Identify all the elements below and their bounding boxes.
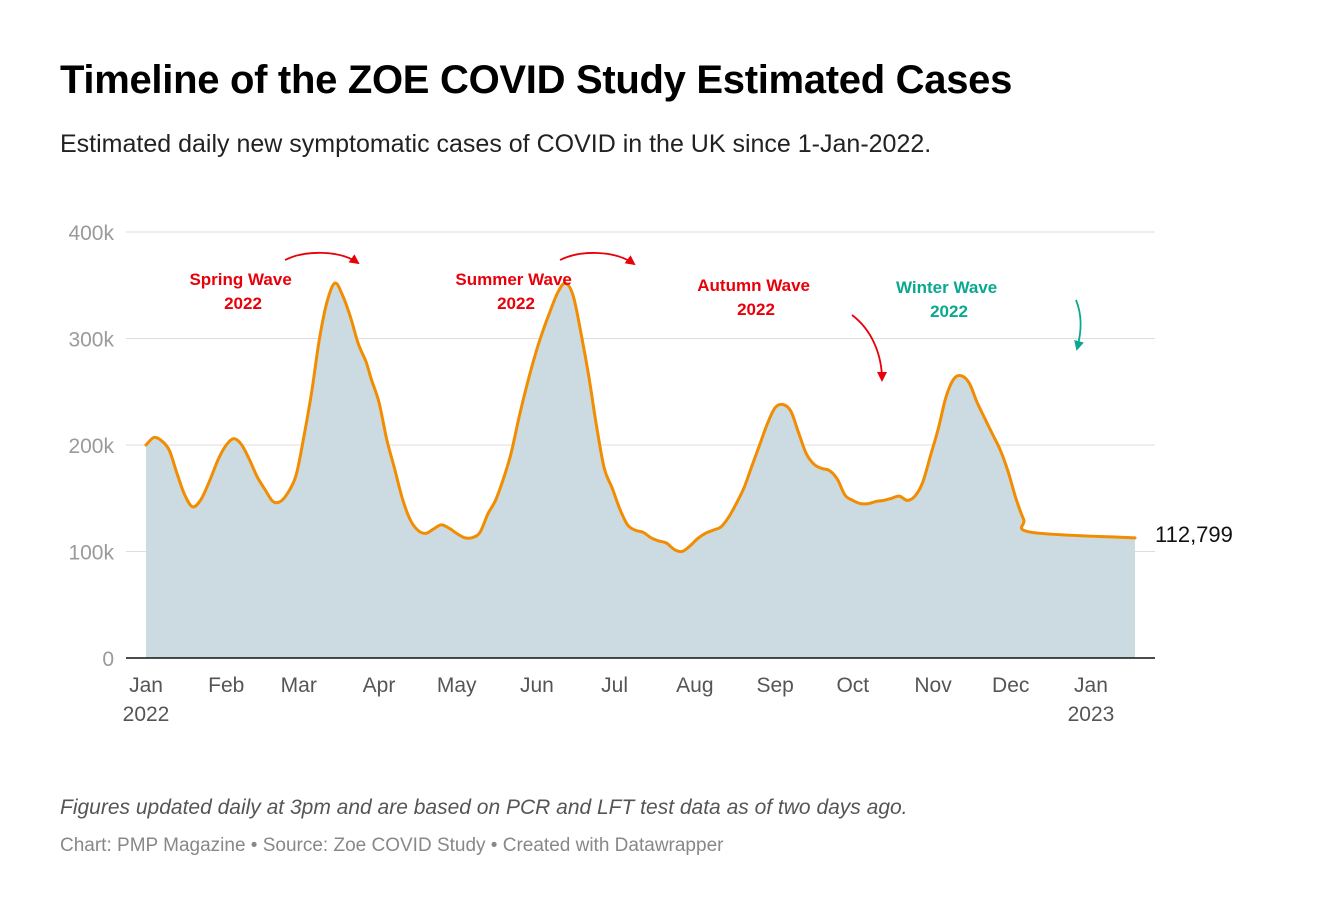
chart-credit: Chart: PMP Magazine • Source: Zoe COVID … bbox=[60, 835, 724, 856]
x-tick-label: Sep bbox=[756, 674, 793, 697]
annotation-spring-line2: 2022 bbox=[224, 294, 262, 313]
annotation-spring-line1: Spring Wave bbox=[189, 270, 291, 289]
y-tick-label: 100k bbox=[68, 542, 114, 565]
winter-arrow-icon bbox=[1074, 299, 1084, 351]
annotation-summer-wave: Summer Wave 2022 bbox=[455, 252, 636, 313]
chart-title: Timeline of the ZOE COVID Study Estimate… bbox=[60, 58, 1013, 102]
y-tick-label: 300k bbox=[68, 329, 114, 352]
x-tick-label: Mar bbox=[281, 674, 317, 697]
series-line bbox=[144, 281, 1137, 554]
area-chart: 0 100k 200k 300k 400k Jan 2022 Feb Mar Apr May Jun… bbox=[68, 222, 1233, 726]
last-value-label: 112,799 bbox=[1155, 522, 1233, 547]
svg-text:Spring Wave 2022: Spring Wave 2022 bbox=[189, 270, 296, 313]
y-axis-ticks: 0 100k 200k 300k 400k bbox=[68, 222, 114, 671]
chart-subtitle: Estimated daily new symptomatic cases of… bbox=[60, 130, 932, 158]
annotation-autumn-wave: Autumn Wave 2022 bbox=[697, 276, 887, 382]
x-tick-label: Oct bbox=[836, 674, 869, 697]
annotation-winter-wave: Winter Wave 2022 bbox=[896, 278, 1084, 351]
y-tick-label: 200k bbox=[68, 435, 114, 458]
svg-text:Summer Wave 2022: Summer Wave 2022 bbox=[455, 270, 576, 313]
x-tick-label: Jan bbox=[1074, 674, 1108, 697]
spring-arrow-icon bbox=[284, 251, 360, 265]
annotation-winter-line2: 2022 bbox=[930, 302, 968, 321]
x-tick-label: Jan bbox=[129, 674, 163, 697]
x-tick-label: Aug bbox=[676, 674, 713, 697]
x-tick-label: Feb bbox=[208, 674, 244, 697]
y-tick-label: 0 bbox=[102, 648, 114, 671]
annotation-autumn-line1: Autumn Wave bbox=[697, 276, 810, 295]
annotation-summer-line2: 2022 bbox=[497, 294, 535, 313]
annotation-winter-line1: Winter Wave bbox=[896, 278, 997, 297]
x-tick-label: Nov bbox=[914, 674, 952, 697]
x-tick-label: Jul bbox=[601, 674, 628, 697]
y-tick-label: 400k bbox=[68, 222, 114, 245]
x-tick-label: Dec bbox=[992, 674, 1029, 697]
autumn-arrow-icon bbox=[851, 314, 887, 382]
svg-text:Autumn Wave 2022: Autumn Wave 2022 bbox=[697, 276, 814, 319]
x-tick-label: May bbox=[437, 674, 477, 697]
x-tick-year-label: 2023 bbox=[1068, 703, 1115, 726]
chart-notes: Figures updated daily at 3pm and are bas… bbox=[60, 796, 908, 819]
x-axis-ticks: Jan 2022 Feb Mar Apr May Jun Jul Aug Sep Oct Nov Dec… bbox=[123, 674, 1115, 726]
summer-arrow-icon bbox=[559, 252, 636, 266]
x-tick-label: Apr bbox=[363, 674, 396, 697]
x-tick-label: Jun bbox=[520, 674, 554, 697]
annotation-autumn-line2: 2022 bbox=[737, 300, 775, 319]
area-fill bbox=[146, 283, 1135, 658]
svg-text:Winter Wave 2022: Winter Wave 2022 bbox=[896, 278, 1002, 321]
x-tick-year-label: 2022 bbox=[123, 703, 170, 726]
annotation-summer-line1: Summer Wave bbox=[455, 270, 572, 289]
annotation-spring-wave: Spring Wave 2022 bbox=[189, 251, 360, 313]
